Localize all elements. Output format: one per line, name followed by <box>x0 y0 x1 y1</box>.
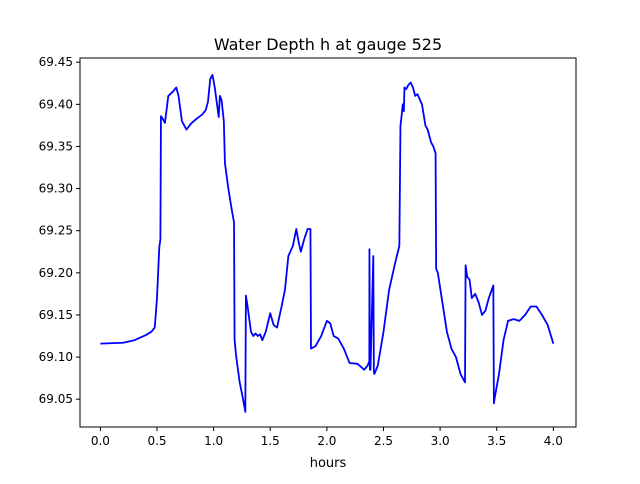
y-tick-label: 69.40 <box>39 97 73 111</box>
x-tick-label: 3.5 <box>487 434 506 448</box>
y-tick-label: 69.45 <box>39 55 73 69</box>
y-tick-label: 69.20 <box>39 266 73 280</box>
y-tick-label: 69.25 <box>39 224 73 238</box>
chart-title: Water Depth h at gauge 525 <box>214 35 442 54</box>
axes-frame <box>79 57 577 428</box>
x-tick-label: 4.0 <box>544 434 563 448</box>
y-tick-label: 69.10 <box>39 350 73 364</box>
x-tick-label: 2.5 <box>374 434 393 448</box>
x-axis-label: hours <box>310 456 347 471</box>
x-tick-label: 1.0 <box>204 434 223 448</box>
x-tick-label: 0.5 <box>147 434 166 448</box>
x-tick-label: 1.5 <box>261 434 280 448</box>
y-tick-label: 69.30 <box>39 182 73 196</box>
x-axis: 0.0 0.5 1.0 1.5 2.0 2.5 3.0 3.5 4.0 <box>91 427 563 448</box>
x-tick-label: 3.0 <box>431 434 450 448</box>
series-line <box>100 73 555 413</box>
y-tick-label: 69.15 <box>39 308 73 322</box>
x-tick-label: 2.0 <box>317 434 336 448</box>
y-axis: 69.05 69.10 69.15 69.20 69.25 69.30 69.35 69.40… <box>39 55 80 406</box>
y-tick-label: 69.05 <box>39 392 73 406</box>
x-tick-label: 0.0 <box>91 434 110 448</box>
plot-area <box>79 57 577 428</box>
y-tick-label: 69.35 <box>39 139 73 153</box>
